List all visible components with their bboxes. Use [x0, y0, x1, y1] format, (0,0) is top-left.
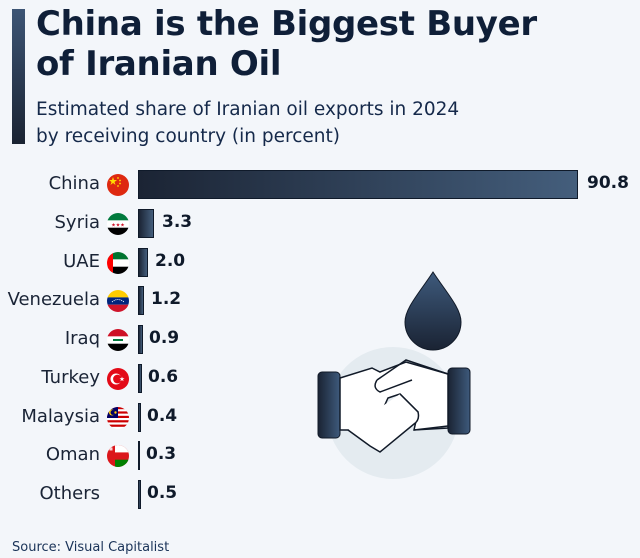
country-label: China [48, 173, 100, 194]
bar [138, 209, 154, 238]
country-label: UAE [63, 251, 100, 272]
chart-subtitle-line2: by receiving country (in percent) [36, 126, 340, 147]
value-label: 0.9 [149, 328, 180, 348]
country-label: Venezuela [7, 289, 100, 310]
handshake-illustration [300, 270, 500, 500]
country-label: Oman [45, 444, 100, 465]
value-label: 0.6 [148, 367, 179, 387]
bar [138, 364, 142, 393]
bar [138, 170, 578, 199]
value-label: 1.2 [151, 289, 182, 309]
bar [138, 441, 140, 470]
handshake-icon [317, 359, 471, 453]
country-label: Iraq [64, 328, 100, 349]
bar [138, 325, 143, 354]
value-label: 0.4 [147, 406, 178, 426]
title-accent-bar [12, 9, 25, 144]
bar-row-iraq: Iraq 0.9 [0, 325, 640, 355]
venezuela-flag-icon [107, 290, 129, 312]
bar-row-china: China 90.8 [0, 170, 640, 200]
country-label: Syria [54, 212, 100, 233]
svg-text:★★★: ★★★ [111, 223, 125, 229]
bar [138, 286, 144, 315]
china-flag-icon [107, 174, 129, 196]
value-label: 2.0 [155, 251, 186, 271]
bar-row-syria: Syria ★★★ 3.3 [0, 209, 640, 239]
turkey-flag-icon [107, 368, 129, 390]
chart-subtitle: Estimated share of Iranian oil exports i… [36, 96, 459, 150]
chart-title: China is the Biggest Buyer of Iranian Oi… [36, 4, 537, 84]
bar-row-oman: Oman 0.3 [0, 441, 640, 471]
oman-flag-icon [107, 445, 129, 467]
country-label: Malaysia [21, 406, 100, 427]
country-label: Others [39, 483, 101, 504]
country-label: Turkey [41, 367, 100, 388]
bar-row-uae: UAE 2.0 [0, 248, 640, 278]
chart-subtitle-line1: Estimated share of Iranian oil exports i… [36, 99, 460, 120]
bar-row-venezuela: Venezuela 1.2 [0, 286, 640, 316]
value-label: 0.3 [146, 444, 177, 464]
oil-drop-icon [404, 271, 462, 351]
bar [138, 480, 141, 509]
chart-title-line2: of Iranian Oil [36, 44, 282, 84]
malaysia-flag-icon [107, 407, 129, 429]
bar [138, 248, 148, 277]
syria-flag-icon: ★★★ [107, 213, 129, 235]
bar-row-turkey: Turkey 0.6 [0, 364, 640, 394]
bar [138, 403, 141, 432]
iraq-flag-icon [107, 329, 129, 351]
value-label: 90.8 [587, 173, 629, 193]
source-note: Source: Visual Capitalist [12, 540, 170, 555]
chart-title-line1: China is the Biggest Buyer [36, 4, 537, 44]
value-label: 0.5 [147, 483, 178, 503]
uae-flag-icon [107, 252, 129, 274]
value-label: 3.3 [162, 212, 193, 232]
bar-row-others: Others 0.5 [0, 480, 640, 510]
bar-row-malaysia: Malaysia 0.4 [0, 403, 640, 433]
